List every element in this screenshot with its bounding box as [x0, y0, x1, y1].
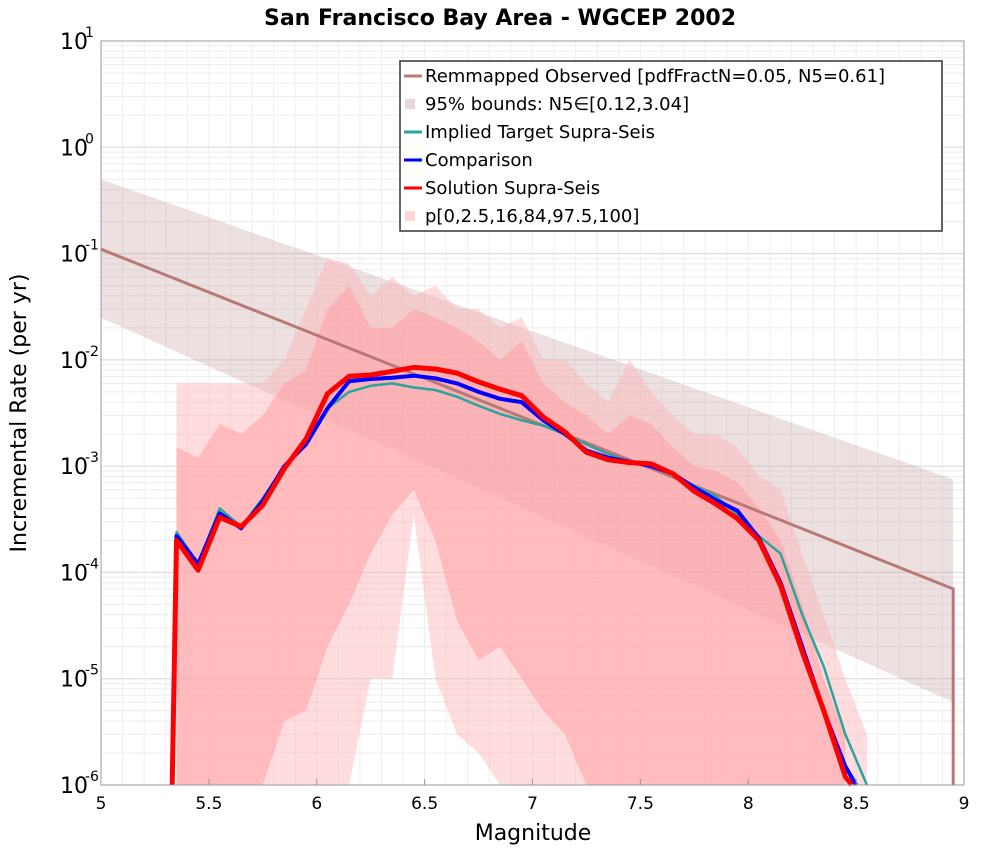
band-p-inner-band	[176, 285, 846, 785]
legend-label: Comparison	[425, 150, 533, 171]
legend: Remmapped Observed [pdfFractN=0.05, N5=0…	[399, 60, 943, 232]
x-tick-label: 5	[96, 794, 107, 814]
y-tick-label: 10	[60, 243, 88, 268]
x-tick-label: 8.5	[843, 794, 870, 814]
legend-label: Remmapped Observed [pdfFractN=0.05, N5=0…	[425, 66, 885, 87]
y-tick-label: 10	[60, 774, 88, 799]
x-tick-label: 6.5	[411, 794, 438, 814]
legend-box	[399, 60, 943, 232]
x-tick-label: 9	[959, 794, 970, 814]
legend-label: Implied Target Supra-Seis	[425, 122, 655, 143]
y-tick-label: 10	[60, 561, 88, 586]
legend-label: p[0,2.5,16,84,97.5,100]	[425, 206, 639, 227]
legend-items: Remmapped Observed [pdfFractN=0.05, N5=0…	[404, 66, 885, 227]
x-tick-label: 6	[311, 794, 322, 814]
y-tick-exponent: -4	[85, 556, 99, 572]
x-tick-label: 7.5	[627, 794, 654, 814]
y-tick-exponent: 1	[85, 25, 94, 41]
y-tick-exponent: -3	[85, 450, 99, 466]
x-axis-ticks: 5 5.5 6 6.5 7 7.5 8 8.5 9	[96, 779, 970, 814]
y-tick-exponent: -6	[85, 769, 99, 785]
legend-swatch-p-0-2-5-16-84-97-5-100	[405, 211, 415, 221]
series-layer	[100, 247, 955, 787]
legend-label: 95% bounds: N5∈[0.12,3.04]	[425, 94, 689, 115]
bands-layer	[101, 179, 954, 785]
x-tick-label: 7	[527, 794, 538, 814]
legend-swatch-95-bounds-n5-0-12-3-04	[405, 99, 415, 109]
series-remmapped-observed-pdffractn-0-05-n5-0-61	[100, 247, 955, 785]
x-tick-label: 8	[743, 794, 754, 814]
x-axis-label: Magnitude	[475, 821, 592, 846]
y-tick-label: 10	[60, 30, 88, 55]
chart-title: San Francisco Bay Area - WGCEP 2002	[264, 6, 736, 31]
y-tick-exponent: -1	[85, 238, 99, 254]
x-tick-label: 5.5	[195, 794, 222, 814]
y-tick-label: 10	[60, 349, 88, 374]
y-tick-exponent: -2	[85, 344, 99, 360]
y-axis-label: Incremental Rate (per yr)	[7, 274, 32, 553]
y-tick-exponent: -5	[85, 663, 99, 679]
y-tick-label: 10	[60, 668, 88, 693]
series-solution-supra-seis	[169, 364, 854, 787]
y-tick-label: 10	[60, 136, 88, 161]
y-tick-exponent: 0	[85, 131, 94, 147]
legend-label: Solution Supra-Seis	[425, 178, 600, 199]
y-tick-label: 10	[60, 455, 88, 480]
